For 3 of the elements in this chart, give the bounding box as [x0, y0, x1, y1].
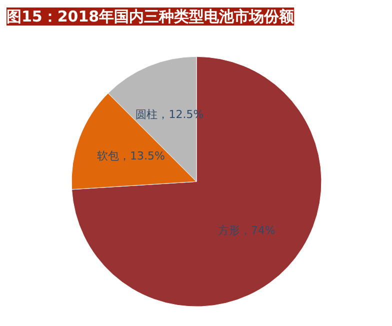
chart-title: 图15：2018年国内三种类型电池市场份额	[6, 8, 296, 26]
slice-label: 方形，74%	[218, 224, 276, 237]
slice-label: 软包，13.5%	[97, 149, 165, 162]
